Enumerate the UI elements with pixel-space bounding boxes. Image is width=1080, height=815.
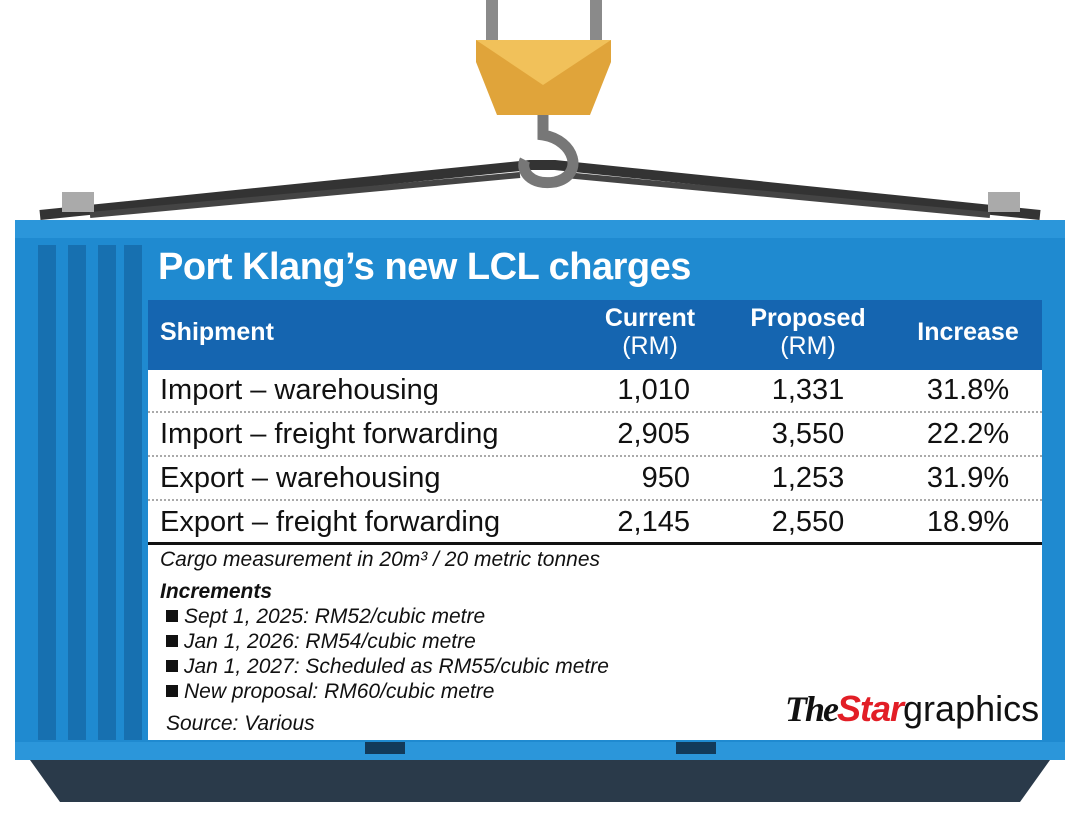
header-band: [148, 300, 1042, 370]
sling-clamp: [62, 192, 94, 212]
bullet: [166, 685, 178, 697]
logo-star: Star: [837, 688, 904, 729]
value-cell: 950: [641, 462, 690, 494]
logo-graphics: graphics: [903, 688, 1040, 729]
note: Cargo measurement in 20m³ / 20 metric to…: [160, 548, 601, 571]
crane-cable: [590, 0, 602, 45]
value-cell: 31.8%: [926, 374, 1010, 406]
increment-item: New proposal: RM60/cubic metre: [166, 680, 494, 704]
value-cell: 2,145: [617, 506, 690, 538]
header-cell: Increase: [900, 318, 1036, 346]
header-label: Shipment: [160, 318, 274, 346]
value-cell: 1,331: [771, 374, 845, 406]
sling: [89, 172, 991, 218]
header-label: Proposed: [750, 304, 866, 332]
sling: [39, 160, 1041, 220]
header-unit: (RM): [780, 332, 836, 360]
bullet: [166, 635, 178, 647]
title-band: [148, 240, 1042, 300]
logo-the: The: [785, 689, 839, 729]
sling-clamp: [988, 192, 1020, 212]
increment-item: Jan 1, 2026: RM54/cubic metre: [166, 630, 476, 654]
shipment-cell: Import – freight forwarding: [160, 418, 499, 450]
shipment-cell: Import – warehousing: [160, 374, 439, 406]
logo: TheStargraphics: [785, 688, 1039, 730]
shipment-cell: Export – freight forwarding: [160, 506, 501, 538]
increment-text: Sept 1, 2025: RM52/cubic metre: [184, 605, 486, 628]
bullet: [166, 660, 178, 672]
header-unit: (RM): [622, 332, 678, 360]
value-cell: 31.9%: [926, 462, 1010, 494]
forklift-pocket: [365, 742, 405, 754]
container-shadow: [30, 760, 1050, 802]
source: Source: Various: [166, 712, 315, 735]
increment-text: New proposal: RM60/cubic metre: [184, 680, 495, 703]
container-rail: [15, 742, 1065, 760]
table-rule: [148, 542, 1042, 545]
increment-text: Jan 1, 2027: Scheduled as RM55/cubic met…: [184, 655, 609, 678]
container-rail: [15, 220, 1065, 238]
header-cell: Proposed (RM): [740, 304, 876, 360]
shipment-cell: Export – warehousing: [160, 462, 441, 494]
increment-item: Sept 1, 2025: RM52/cubic metre: [166, 605, 485, 629]
value-cell: 18.9%: [926, 506, 1010, 538]
value-cell: 1,253: [771, 462, 845, 494]
header-cell: Current (RM): [600, 304, 700, 360]
value-cell: 2,905: [617, 418, 690, 450]
bullet: [166, 610, 178, 622]
hook: [518, 115, 579, 189]
value-cell: 3,550: [771, 418, 845, 450]
value-cell: 2,550: [771, 506, 845, 538]
increments-title: Increments: [160, 580, 273, 603]
corrugation: [38, 245, 142, 740]
header-label: Current: [604, 304, 696, 332]
row-separators: [148, 411, 1042, 501]
forklift-pocket: [676, 742, 716, 754]
value-cell: 1,010: [617, 374, 690, 406]
title: Port Klang’s new LCL charges: [158, 246, 691, 288]
header-label: Increase: [917, 318, 1019, 346]
increment-item: Jan 1, 2027: Scheduled as RM55/cubic met…: [166, 655, 609, 679]
value-cell: 22.2%: [926, 418, 1010, 450]
header-cell: Shipment: [160, 318, 560, 346]
crane-cable: [486, 0, 498, 45]
hook-block-top: [476, 40, 611, 85]
increment-text: Jan 1, 2026: RM54/cubic metre: [184, 630, 476, 653]
